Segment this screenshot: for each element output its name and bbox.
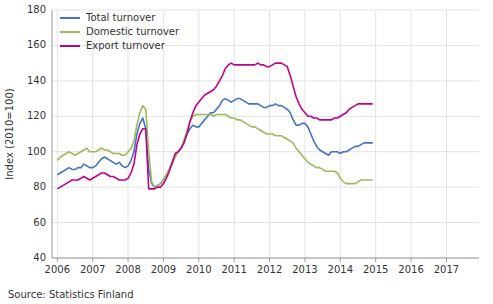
y-tick-label: 140 (27, 75, 46, 86)
legend-label: Export turnover (86, 40, 166, 51)
y-tick-label: 40 (33, 252, 46, 263)
legend-swatch (60, 31, 80, 33)
grid-line-x (446, 10, 447, 258)
x-tick (198, 258, 199, 262)
y-tick-label: 120 (27, 110, 46, 121)
legend-label: Domestic turnover (86, 26, 180, 37)
page: {"chart_data": { "type": "line", "ylabel… (0, 0, 493, 304)
x-tick-label: 2007 (80, 264, 105, 275)
x-tick (128, 258, 129, 262)
x-axis-line (52, 258, 479, 259)
grid-line-x (57, 10, 58, 258)
x-tick-label: 2010 (186, 264, 211, 275)
y-tick-label: 100 (27, 146, 46, 157)
x-tick (163, 258, 164, 262)
x-tick (446, 258, 447, 262)
x-tick-label: 2012 (257, 264, 282, 275)
series-line (57, 106, 372, 187)
grid-line-y (52, 222, 479, 223)
grid-line-x (375, 10, 376, 258)
x-tick (340, 258, 341, 262)
y-axis-label: Index (2010=100) (4, 88, 15, 180)
x-tick (269, 258, 270, 262)
x-tick-label: 2006 (45, 264, 70, 275)
x-tick (375, 258, 376, 262)
x-tick-label: 2016 (398, 264, 423, 275)
grid-line-y (52, 151, 479, 152)
axes: 40 60 80 100 120 140 160 180 2006 2007 2008 2009 201… (27, 4, 479, 275)
grid-line-y (52, 116, 479, 117)
source-note: Source: Statistics Finland (8, 289, 134, 300)
y-axis-line (52, 10, 53, 258)
x-tick-label: 2015 (363, 264, 388, 275)
x-tick-label: 2009 (151, 264, 176, 275)
series-line (57, 63, 372, 189)
x-tick (234, 258, 235, 262)
grid-line-y (52, 80, 479, 81)
x-tick-label: 2008 (115, 264, 140, 275)
legend-label: Total turnover (85, 12, 156, 23)
x-tick (411, 258, 412, 262)
chart: 40 60 80 100 120 140 160 180 2006 2007 2008 2009 201… (0, 0, 493, 304)
x-tick (57, 258, 58, 262)
grid-line-x (304, 10, 305, 258)
grid-line-y (52, 187, 479, 188)
legend: Total turnover Domestic turnover Export tu… (60, 12, 180, 51)
grid-line-y (52, 10, 479, 11)
grid-line-x (198, 10, 199, 258)
x-tick-label: 2011 (221, 264, 246, 275)
x-tick-label: 2014 (328, 264, 353, 275)
grid-line-x (340, 10, 341, 258)
grid-line-x (234, 10, 235, 258)
lines (57, 63, 372, 189)
grid (52, 10, 479, 258)
y-tick-label: 180 (27, 4, 46, 15)
legend-swatch (60, 45, 80, 47)
x-tick-label: 2013 (292, 264, 317, 275)
grid-line-x (411, 10, 412, 258)
y-tick-label: 60 (33, 217, 46, 228)
x-tick-label: 2017 (434, 264, 459, 275)
y-tick-label: 160 (27, 39, 46, 50)
grid-line-y (52, 258, 479, 259)
x-tick (304, 258, 305, 262)
x-tick (92, 258, 93, 262)
y-tick-label: 80 (33, 181, 46, 192)
legend-swatch (60, 17, 80, 19)
